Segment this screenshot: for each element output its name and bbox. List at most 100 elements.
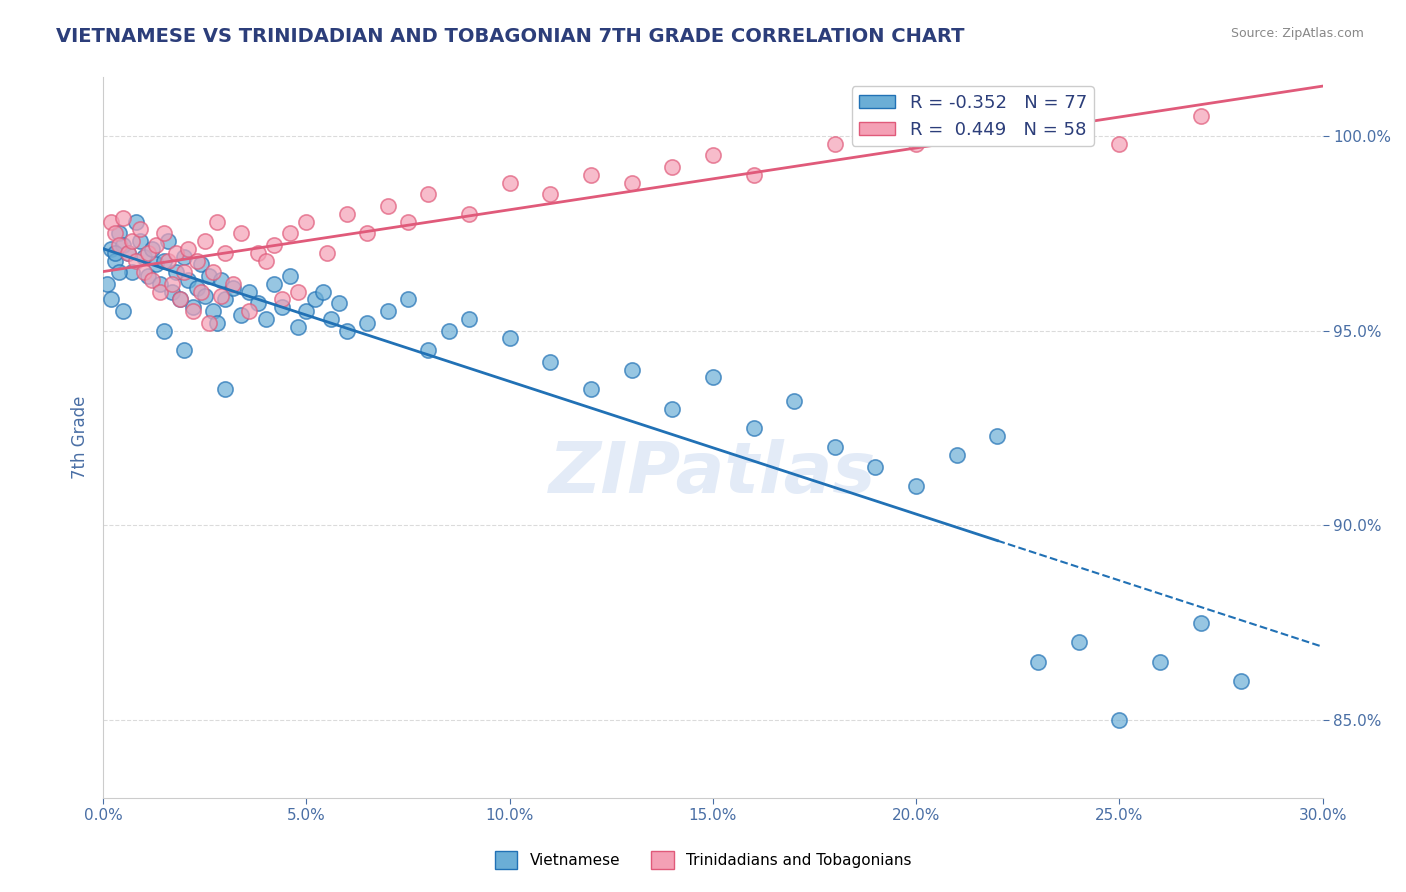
Point — [201, 304, 224, 318]
Point — [498, 176, 520, 190]
Point — [124, 253, 146, 268]
Point — [108, 238, 131, 252]
Point — [104, 253, 127, 268]
Point — [165, 245, 187, 260]
Point — [1067, 635, 1090, 649]
Point — [254, 253, 277, 268]
Point — [238, 285, 260, 299]
Point — [186, 253, 208, 268]
Point — [295, 214, 318, 228]
Point — [145, 238, 167, 252]
Point — [304, 293, 326, 307]
Text: Source: ZipAtlas.com: Source: ZipAtlas.com — [1230, 27, 1364, 40]
Point — [190, 257, 212, 271]
Point — [209, 273, 232, 287]
Point — [112, 238, 135, 252]
Point — [620, 362, 643, 376]
Point — [396, 293, 419, 307]
Point — [132, 250, 155, 264]
Point — [149, 285, 172, 299]
Point — [96, 277, 118, 291]
Point — [1067, 121, 1090, 136]
Point — [169, 293, 191, 307]
Point — [311, 285, 333, 299]
Point — [824, 441, 846, 455]
Point — [498, 331, 520, 345]
Point — [100, 293, 122, 307]
Point — [222, 281, 245, 295]
Point — [263, 277, 285, 291]
Point — [160, 285, 183, 299]
Point — [661, 401, 683, 416]
Point — [104, 245, 127, 260]
Point — [1108, 136, 1130, 151]
Point — [905, 479, 928, 493]
Point — [153, 226, 176, 240]
Text: VIETNAMESE VS TRINIDADIAN AND TOBAGONIAN 7TH GRADE CORRELATION CHART: VIETNAMESE VS TRINIDADIAN AND TOBAGONIAN… — [56, 27, 965, 45]
Point — [620, 176, 643, 190]
Point — [153, 253, 176, 268]
Point — [702, 148, 724, 162]
Point — [209, 288, 232, 302]
Point — [157, 234, 180, 248]
Point — [104, 226, 127, 240]
Point — [121, 265, 143, 279]
Point — [169, 293, 191, 307]
Point — [945, 448, 967, 462]
Point — [1189, 615, 1212, 630]
Point — [742, 168, 765, 182]
Text: ZIPatlas: ZIPatlas — [550, 439, 876, 508]
Point — [117, 245, 139, 260]
Point — [319, 312, 342, 326]
Point — [100, 214, 122, 228]
Point — [214, 245, 236, 260]
Point — [538, 355, 561, 369]
Point — [177, 273, 200, 287]
Point — [231, 308, 253, 322]
Point — [181, 304, 204, 318]
Point — [295, 304, 318, 318]
Point — [238, 304, 260, 318]
Point — [145, 257, 167, 271]
Point — [181, 300, 204, 314]
Point — [661, 160, 683, 174]
Point — [108, 226, 131, 240]
Point — [315, 245, 337, 260]
Y-axis label: 7th Grade: 7th Grade — [72, 396, 89, 479]
Point — [437, 324, 460, 338]
Point — [198, 316, 221, 330]
Point — [112, 304, 135, 318]
Point — [356, 316, 378, 330]
Point — [986, 429, 1008, 443]
Point — [783, 393, 806, 408]
Point — [579, 382, 602, 396]
Point — [1026, 655, 1049, 669]
Point — [136, 245, 159, 260]
Point — [112, 211, 135, 225]
Point — [173, 250, 195, 264]
Point — [141, 273, 163, 287]
Point — [194, 234, 217, 248]
Point — [377, 304, 399, 318]
Point — [418, 343, 440, 357]
Point — [278, 269, 301, 284]
Point — [287, 285, 309, 299]
Point — [124, 214, 146, 228]
Point — [377, 199, 399, 213]
Point — [128, 222, 150, 236]
Point — [1189, 109, 1212, 123]
Point — [222, 277, 245, 291]
Point — [538, 187, 561, 202]
Point — [328, 296, 350, 310]
Point — [824, 136, 846, 151]
Point — [190, 285, 212, 299]
Point — [157, 253, 180, 268]
Point — [271, 293, 294, 307]
Point — [254, 312, 277, 326]
Point — [579, 168, 602, 182]
Point — [149, 277, 172, 291]
Point — [214, 382, 236, 396]
Point — [136, 269, 159, 284]
Point — [1108, 713, 1130, 727]
Point — [201, 265, 224, 279]
